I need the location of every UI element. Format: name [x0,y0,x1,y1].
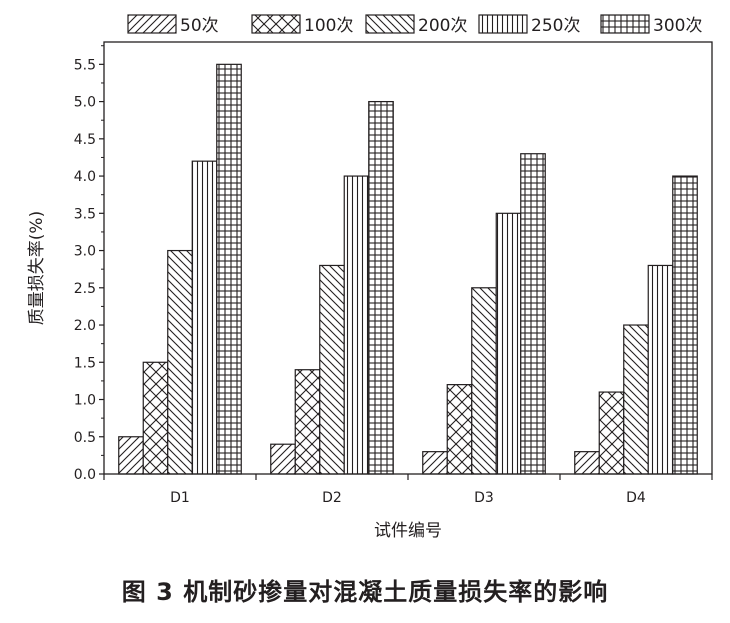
bar-D1-series-5 [216,63,242,475]
legend-label-3: 200次 [418,16,467,36]
bar-D4-series-4 [647,264,674,475]
bar-D4-series-1 [574,451,600,475]
bar-D2-series-4 [343,175,370,475]
x-tick-label-D3: D3 [474,490,494,506]
legend-swatch-1 [127,14,177,34]
bar-D2-series-2 [294,369,321,475]
y-tick-label: 2.0 [74,318,96,334]
bar-D4-series-3 [623,324,649,475]
x-axis-title: 试件编号 [374,521,442,541]
bar-D3-series-2 [446,384,473,475]
bars [118,63,698,475]
y-tick-label: 4.5 [74,132,96,148]
y-tick-label: 3.0 [74,244,96,260]
bar-D3-series-3 [471,287,497,475]
bar-D2-series-5 [368,100,394,475]
bar-D3-series-1 [422,451,448,475]
bar-chart: 50次 100次 200次 250次 300次 0.0 0.5 1.0 1.5 2.0 2.5 3.… [27,14,713,541]
legend-label-4: 250次 [531,16,580,36]
legend-swatch-4 [478,14,528,34]
legend-label-1: 50次 [180,16,219,36]
x-tick-label-D1: D1 [170,490,190,506]
bar-D2-series-3 [319,264,345,475]
y-tick-label: 5.0 [74,95,96,111]
axes: 0.0 0.5 1.0 1.5 2.0 2.5 3.0 3.5 4.0 4.5 5.0 5.5 D1 D2… [74,41,713,506]
y-tick-label: 5.5 [74,57,96,73]
y-tick-label: 1.0 [74,393,96,409]
bar-D1-series-2 [142,361,169,475]
bar-D4-series-5 [672,175,698,475]
figure-caption: 图 3 机制砂掺量对混凝土质量损失率的影响 [121,578,609,606]
y-axis-title: 质量损失率(%) [27,211,47,325]
bar-D2-series-1 [270,443,296,475]
x-tick-label-D4: D4 [626,490,646,506]
legend-swatch-3 [365,14,415,34]
legend-swatch-5 [600,14,650,34]
bar-D1-series-3 [167,249,193,475]
bar-D3-series-5 [520,153,546,475]
y-tick-label: 0.5 [74,430,96,446]
x-tick-label-D2: D2 [322,490,342,506]
y-tick-label: 3.5 [74,206,96,222]
legend-label-5: 300次 [653,16,702,36]
legend-swatch-2 [251,14,301,34]
y-tick-label: 0.0 [74,467,96,483]
y-tick-label: 1.5 [74,355,96,371]
bar-D4-series-2 [598,391,625,475]
legend: 50次 100次 200次 250次 300次 [127,14,702,36]
bar-D3-series-4 [495,212,522,475]
bar-D1-series-4 [191,160,218,475]
y-tick-label: 2.5 [74,281,96,297]
bar-D1-series-1 [118,436,144,475]
y-tick-label: 4.0 [74,169,96,185]
legend-label-2: 100次 [304,16,353,36]
